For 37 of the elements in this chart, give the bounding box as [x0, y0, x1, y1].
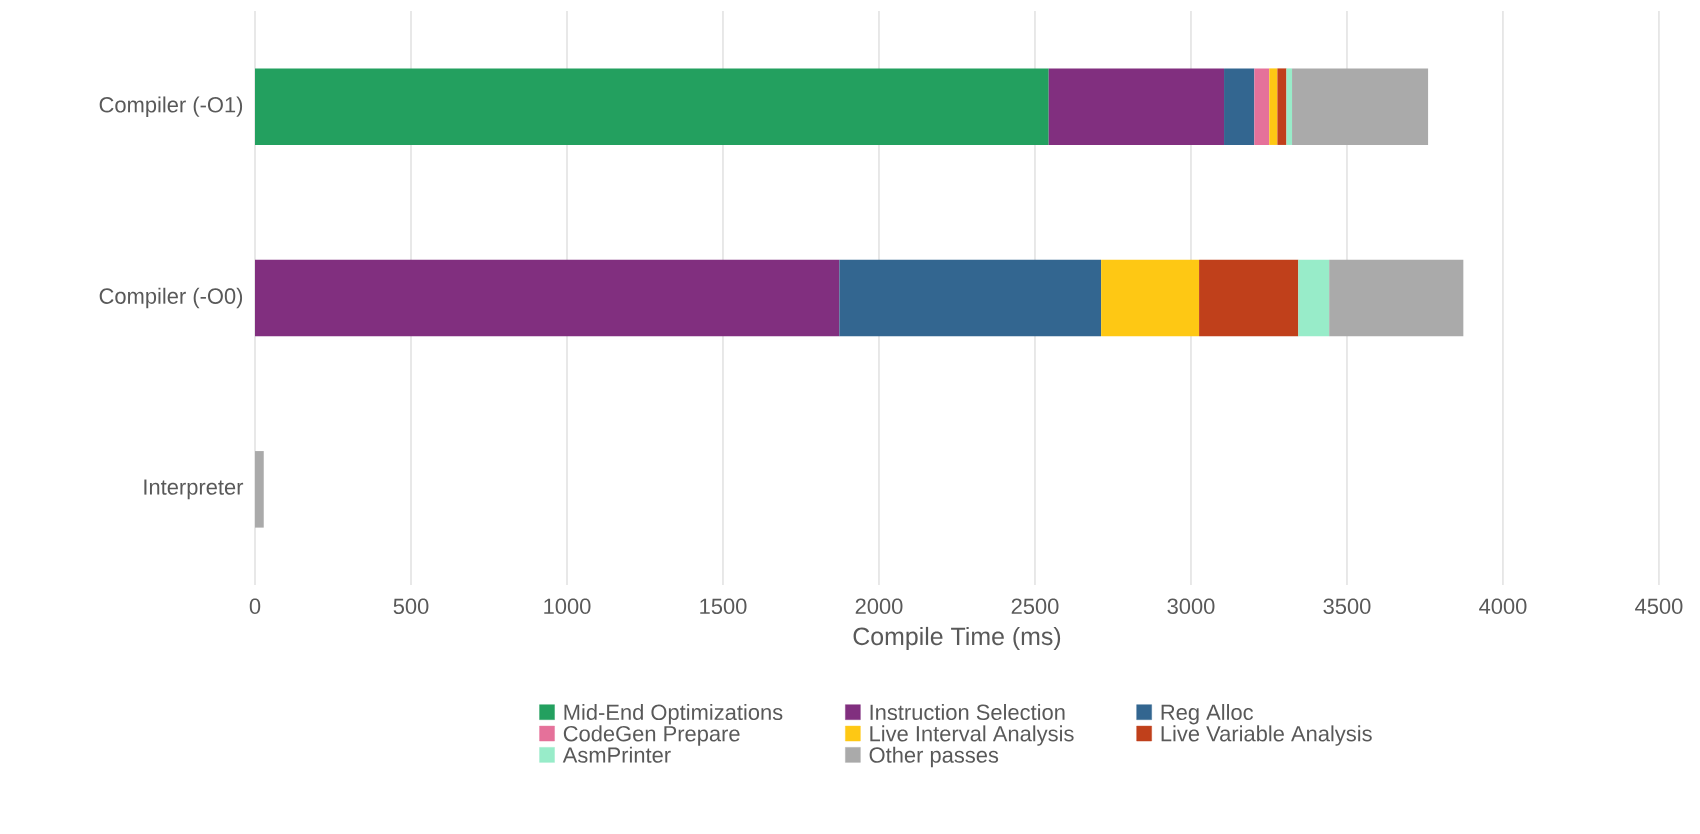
legend-label: Other passes	[869, 746, 999, 768]
bar	[1298, 259, 1330, 337]
bar	[1286, 68, 1293, 145]
y-tick-label: Interpreter	[144, 479, 244, 500]
bar	[1329, 259, 1464, 337]
bar	[839, 259, 1102, 337]
x-tick-label: 4000	[1479, 598, 1527, 615]
bar	[1292, 68, 1429, 145]
bar	[255, 68, 1049, 145]
bar	[1277, 68, 1287, 145]
legend-label: Live Variable Analysis	[1161, 725, 1372, 746]
bar	[255, 451, 264, 528]
x-tick-label: 1000	[544, 598, 591, 615]
legend-label: Live Interval Analysis	[870, 725, 1074, 746]
bar	[1269, 68, 1278, 145]
x-axis-title: Compile Time (ms)	[853, 626, 1061, 651]
y-tick-label: Compiler (-O0)	[99, 287, 243, 309]
legend-label: Instruction Selection	[870, 703, 1065, 721]
bar	[255, 259, 840, 337]
legend-label: Mid-End Optimizations	[564, 703, 783, 725]
legend-label: Reg Alloc	[1161, 703, 1254, 725]
x-tick-label: 0	[249, 598, 261, 615]
legend-label: CodeGen Prepare	[563, 725, 740, 746]
bar	[1224, 68, 1255, 145]
x-tick-label: 2500	[1011, 598, 1059, 615]
bar	[1048, 68, 1225, 145]
x-tick-label: 3000	[1167, 598, 1215, 615]
y-tick-label: Compiler (-O1)	[99, 96, 243, 117]
x-tick-label: 2000	[855, 598, 903, 615]
bar	[1101, 259, 1200, 337]
x-tick-label: 500	[393, 598, 429, 615]
x-tick-label: 3500	[1323, 598, 1371, 615]
x-tick-label: 1500	[700, 598, 747, 615]
bar	[1199, 259, 1299, 337]
x-tick-label: 4500	[1635, 598, 1683, 615]
bar	[1254, 68, 1270, 145]
legend-label: AsmPrinter	[562, 746, 671, 763]
